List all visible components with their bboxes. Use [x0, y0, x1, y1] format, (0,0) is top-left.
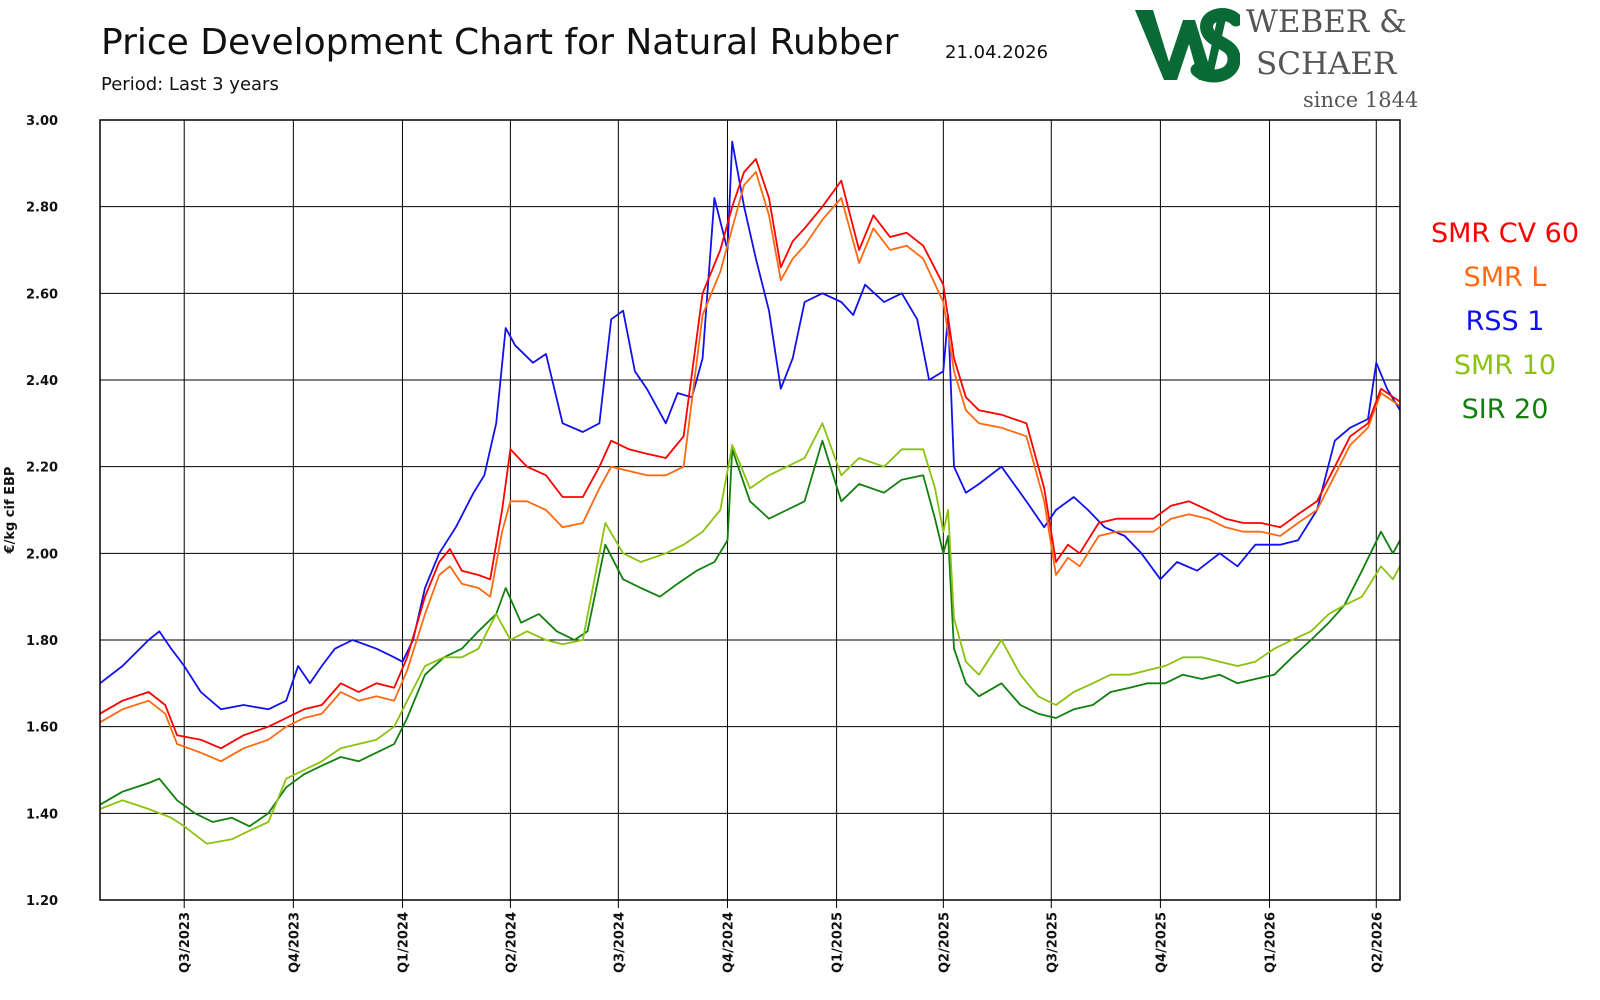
y-axis-title: €/kg cif EBP — [3, 467, 18, 555]
x-tick-label: Q2/2026 — [1370, 912, 1385, 973]
series-line-smr-cv-60 — [99, 158, 1401, 750]
x-tick-label: Q1/2026 — [1264, 912, 1279, 973]
chart-grid — [100, 119, 1400, 908]
x-tick-label: Q3/2024 — [612, 912, 627, 973]
logo-since-text: since 1844 — [1303, 88, 1419, 112]
logo-s-shape — [1190, 8, 1240, 83]
legend-item-smr-l: SMR L — [1463, 262, 1547, 293]
legend-item-rss-1: RSS 1 — [1465, 306, 1545, 337]
chart-legend: SMR CV 60 SMR L RSS 1 SMR 10 SIR 20 — [1410, 212, 1600, 432]
logo-text-line1: WEBER & — [1246, 4, 1407, 40]
x-tick-label: Q4/2025 — [1154, 912, 1169, 973]
plot-frame — [99, 119, 1401, 901]
series-line-smr-l — [99, 171, 1401, 763]
series-line-rss-1 — [99, 140, 1401, 711]
legend-item-smr-10: SMR 10 — [1453, 350, 1557, 381]
x-tick-label: Q4/2023 — [287, 912, 302, 973]
y-tick-label: 2.60 — [26, 287, 58, 302]
x-tick-label: Q1/2024 — [396, 912, 411, 973]
series-line-smr-10 — [99, 422, 1401, 845]
y-tick-label: 3.00 — [26, 114, 58, 129]
logo-w-shape — [1135, 10, 1228, 80]
ws-logo-icon — [1135, 8, 1240, 83]
y-tick-label: 2.20 — [26, 461, 58, 476]
y-tick-label: 1.40 — [26, 807, 58, 822]
legend-item-sir-20: SIR 20 — [1461, 394, 1549, 425]
chart-title: Price Development Chart for Natural Rubb… — [101, 22, 899, 63]
x-axis-labels: Q3/2023 Q4/2023 Q1/2024 Q2/2024 Q3/2024 Q4/20… — [178, 912, 1385, 973]
chart-date: 21.04.2026 — [945, 42, 1049, 63]
y-tick-label: 1.80 — [26, 634, 58, 649]
y-tick-label: 2.40 — [26, 374, 58, 389]
y-tick-label: 2.80 — [26, 201, 58, 216]
y-axis-labels: 1.20 1.40 1.60 1.80 2.00 2.20 2.40 2.60 2.80 3.00 — [26, 114, 58, 909]
y-tick-label: 2.00 — [26, 547, 58, 562]
y-tick-label: 1.60 — [26, 721, 58, 736]
x-tick-label: Q3/2025 — [1045, 912, 1060, 973]
x-tick-label: Q2/2025 — [937, 912, 952, 973]
x-tick-label: Q3/2023 — [178, 912, 193, 973]
chart-series — [99, 140, 1401, 845]
x-tick-label: Q1/2025 — [831, 912, 846, 973]
legend-item-smr-cv-60: SMR CV 60 — [1430, 218, 1580, 249]
x-tick-label: Q2/2024 — [504, 912, 519, 973]
logo-text-line2: SCHAER — [1256, 46, 1397, 82]
series-line-sir-20 — [99, 439, 1401, 828]
y-tick-label: 1.20 — [26, 894, 58, 909]
chart-period: Period: Last 3 years — [101, 74, 279, 95]
x-tick-label: Q4/2024 — [721, 912, 736, 973]
